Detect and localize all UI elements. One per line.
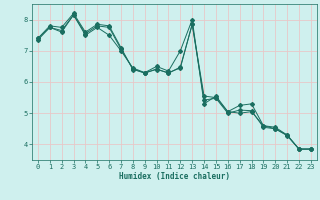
X-axis label: Humidex (Indice chaleur): Humidex (Indice chaleur)	[119, 172, 230, 181]
